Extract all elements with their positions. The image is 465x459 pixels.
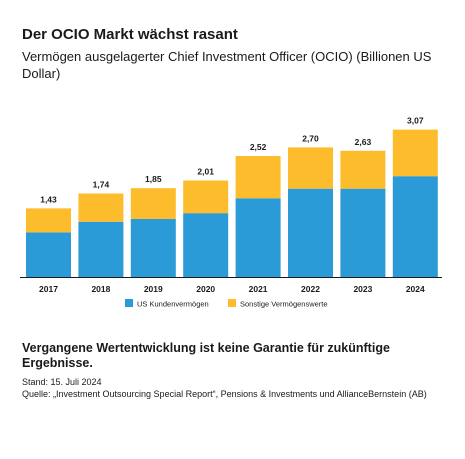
bar-us-2017 bbox=[26, 232, 71, 277]
legend-label-other: Sonstige Vermögenswerte bbox=[240, 300, 328, 309]
total-label-2023: 2,63 bbox=[355, 137, 372, 147]
bar-us-2022 bbox=[288, 188, 333, 277]
bars-group: 1,43 1,74 1,85 2,01 2,52 2,70 2,63 3,07 bbox=[26, 116, 438, 277]
x-tick-2019: 2019 bbox=[144, 284, 163, 294]
bar-other-2022 bbox=[288, 147, 333, 189]
stand-date: Stand: 15. Juli 2024 bbox=[22, 377, 102, 387]
bar-us-2020 bbox=[183, 213, 229, 277]
total-label-2019: 1,85 bbox=[145, 174, 162, 184]
bar-other-2018 bbox=[78, 193, 124, 222]
legend-swatch-us bbox=[125, 299, 133, 307]
bar-other-2023 bbox=[340, 150, 386, 189]
chart-title: Der OCIO Markt wächst rasant bbox=[22, 26, 238, 43]
x-tick-2022: 2022 bbox=[301, 284, 320, 294]
bar-us-2024 bbox=[392, 176, 438, 277]
total-label-2018: 1,74 bbox=[93, 179, 110, 189]
bar-other-2020 bbox=[183, 180, 229, 214]
x-tick-labels: 2017 2018 2019 2020 2021 2022 2023 2024 bbox=[39, 284, 425, 294]
total-label-2020: 2,01 bbox=[197, 167, 214, 177]
stacked-bar-chart: 1,431,741,852,012,522,70 2,633,07 2017 201… bbox=[20, 116, 442, 309]
bar-us-2021 bbox=[235, 198, 281, 277]
x-tick-2021: 2021 bbox=[249, 284, 268, 294]
x-tick-2018: 2018 bbox=[91, 284, 110, 294]
bar-other-2024 bbox=[392, 129, 438, 177]
x-tick-2023: 2023 bbox=[353, 284, 372, 294]
total-label-2022: 2,70 bbox=[302, 133, 319, 143]
x-tick-2020: 2020 bbox=[196, 284, 215, 294]
total-label-2024: 3,07 bbox=[407, 116, 424, 126]
bar-other-2017 bbox=[26, 208, 71, 233]
x-tick-2024: 2024 bbox=[406, 284, 425, 294]
x-tick-2017: 2017 bbox=[39, 284, 58, 294]
bar-us-2018 bbox=[78, 221, 124, 277]
disclaimer: Vergangene Wertentwicklung ist keine Gar… bbox=[22, 341, 390, 370]
chart-subtitle: Vermögen ausgelagerter Chief Investment … bbox=[22, 49, 432, 81]
source-note: Quelle: „Investment Outsourcing Special … bbox=[22, 389, 427, 399]
bar-us-2019 bbox=[130, 218, 176, 277]
legend-swatch-other bbox=[228, 299, 236, 307]
legend: US Kundenvermögen Sonstige Vermögenswerte bbox=[125, 299, 328, 309]
bar-other-2021 bbox=[235, 156, 281, 199]
total-label-2017: 1,43 bbox=[40, 194, 57, 204]
total-label-2021: 2,52 bbox=[250, 142, 267, 152]
bar-us-2023 bbox=[340, 188, 386, 277]
legend-label-us: US Kundenvermögen bbox=[137, 300, 209, 309]
bar-other-2019 bbox=[130, 188, 176, 219]
